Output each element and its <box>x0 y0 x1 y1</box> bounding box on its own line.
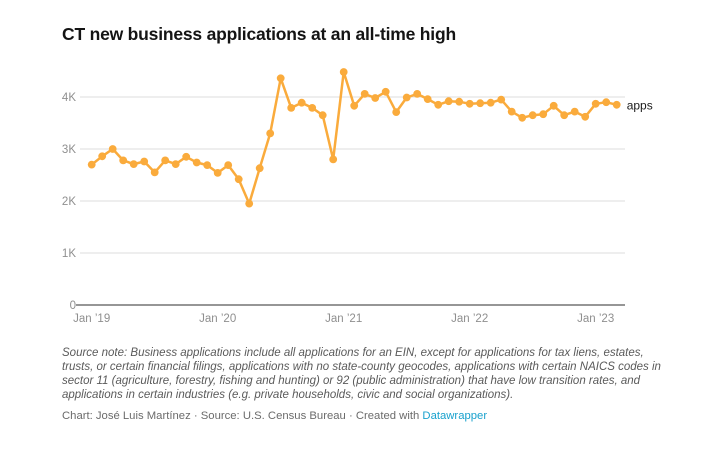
data-point-marker <box>560 111 569 120</box>
data-point-marker <box>518 113 527 122</box>
data-point-marker <box>276 74 285 83</box>
data-point-marker <box>497 95 506 104</box>
datawrapper-link[interactable]: Datawrapper <box>422 410 488 423</box>
data-point-marker <box>539 110 548 119</box>
data-point-marker <box>182 152 191 161</box>
data-point-marker <box>161 156 170 165</box>
chart-footer: Source note: Business applications inclu… <box>62 346 666 423</box>
data-point-marker <box>234 175 243 184</box>
data-point-marker <box>371 94 380 102</box>
data-point-marker <box>392 108 401 116</box>
x-tick-label: Jan ’21 <box>325 313 362 325</box>
data-point-marker <box>171 160 180 169</box>
data-point-marker <box>140 157 149 166</box>
data-point-marker <box>87 160 96 169</box>
data-point-marker <box>329 155 338 164</box>
data-point-marker <box>444 97 453 106</box>
data-point-marker <box>350 101 359 110</box>
data-point-marker <box>129 160 138 169</box>
data-point-marker <box>423 95 432 103</box>
data-point-marker <box>255 164 264 173</box>
data-point-marker <box>434 100 443 109</box>
data-point-marker <box>150 168 159 177</box>
series-label: apps <box>627 98 653 112</box>
x-tick-label: Jan ’20 <box>199 313 236 325</box>
data-point-marker <box>602 98 611 107</box>
credit-line: Chart: José Luis Martínez · Source: U.S.… <box>62 409 666 423</box>
data-point-marker <box>591 99 600 108</box>
data-point-marker <box>360 90 369 98</box>
data-point-marker <box>402 93 411 102</box>
data-point-marker <box>203 161 212 170</box>
data-point-marker <box>119 156 128 165</box>
data-point-marker <box>108 145 117 153</box>
data-point-marker <box>549 101 558 110</box>
y-tick-label: 4K <box>62 92 76 104</box>
y-tick-label: 3K <box>62 144 76 156</box>
data-point-marker <box>570 107 579 116</box>
x-tick-label: Jan ’19 <box>73 313 110 325</box>
data-point-marker <box>381 87 390 96</box>
data-point-marker <box>581 112 590 121</box>
data-point-marker <box>612 100 621 109</box>
y-tick-label: 0 <box>70 300 76 312</box>
data-point-marker <box>224 161 233 170</box>
data-point-marker <box>266 129 275 138</box>
data-point-marker <box>413 90 422 98</box>
data-point-marker <box>287 104 296 112</box>
series-line <box>90 70 618 205</box>
data-point-marker <box>192 158 201 167</box>
data-point-marker <box>476 99 485 108</box>
data-point-marker <box>507 107 516 116</box>
y-tick-label: 1K <box>62 248 76 260</box>
data-point-marker <box>528 111 537 120</box>
line-chart: 0 1K 2K 3K 4K Jan ’19 Jan ’20 Jan ’21 Jan ’22 Jan… <box>62 68 653 325</box>
x-tick-label: Jan ’23 <box>577 313 614 325</box>
x-tick-label: Jan ’22 <box>451 313 488 325</box>
data-point-marker <box>297 98 306 107</box>
data-point-marker <box>465 99 474 108</box>
data-point-marker <box>339 68 348 76</box>
data-point-marker <box>98 152 107 161</box>
data-point-marker <box>308 104 317 112</box>
source-note: Source note: Business applications inclu… <box>62 347 661 402</box>
data-point-marker <box>455 97 464 106</box>
chart-title: CT new business applications at an all-t… <box>62 24 456 44</box>
data-point-marker <box>486 98 495 107</box>
y-tick-label: 2K <box>62 196 76 208</box>
data-point-marker <box>318 111 327 120</box>
data-point-marker <box>245 199 254 208</box>
credit-text: Chart: José Luis Martínez · Source: U.S.… <box>62 410 423 423</box>
data-point-marker <box>213 169 222 177</box>
